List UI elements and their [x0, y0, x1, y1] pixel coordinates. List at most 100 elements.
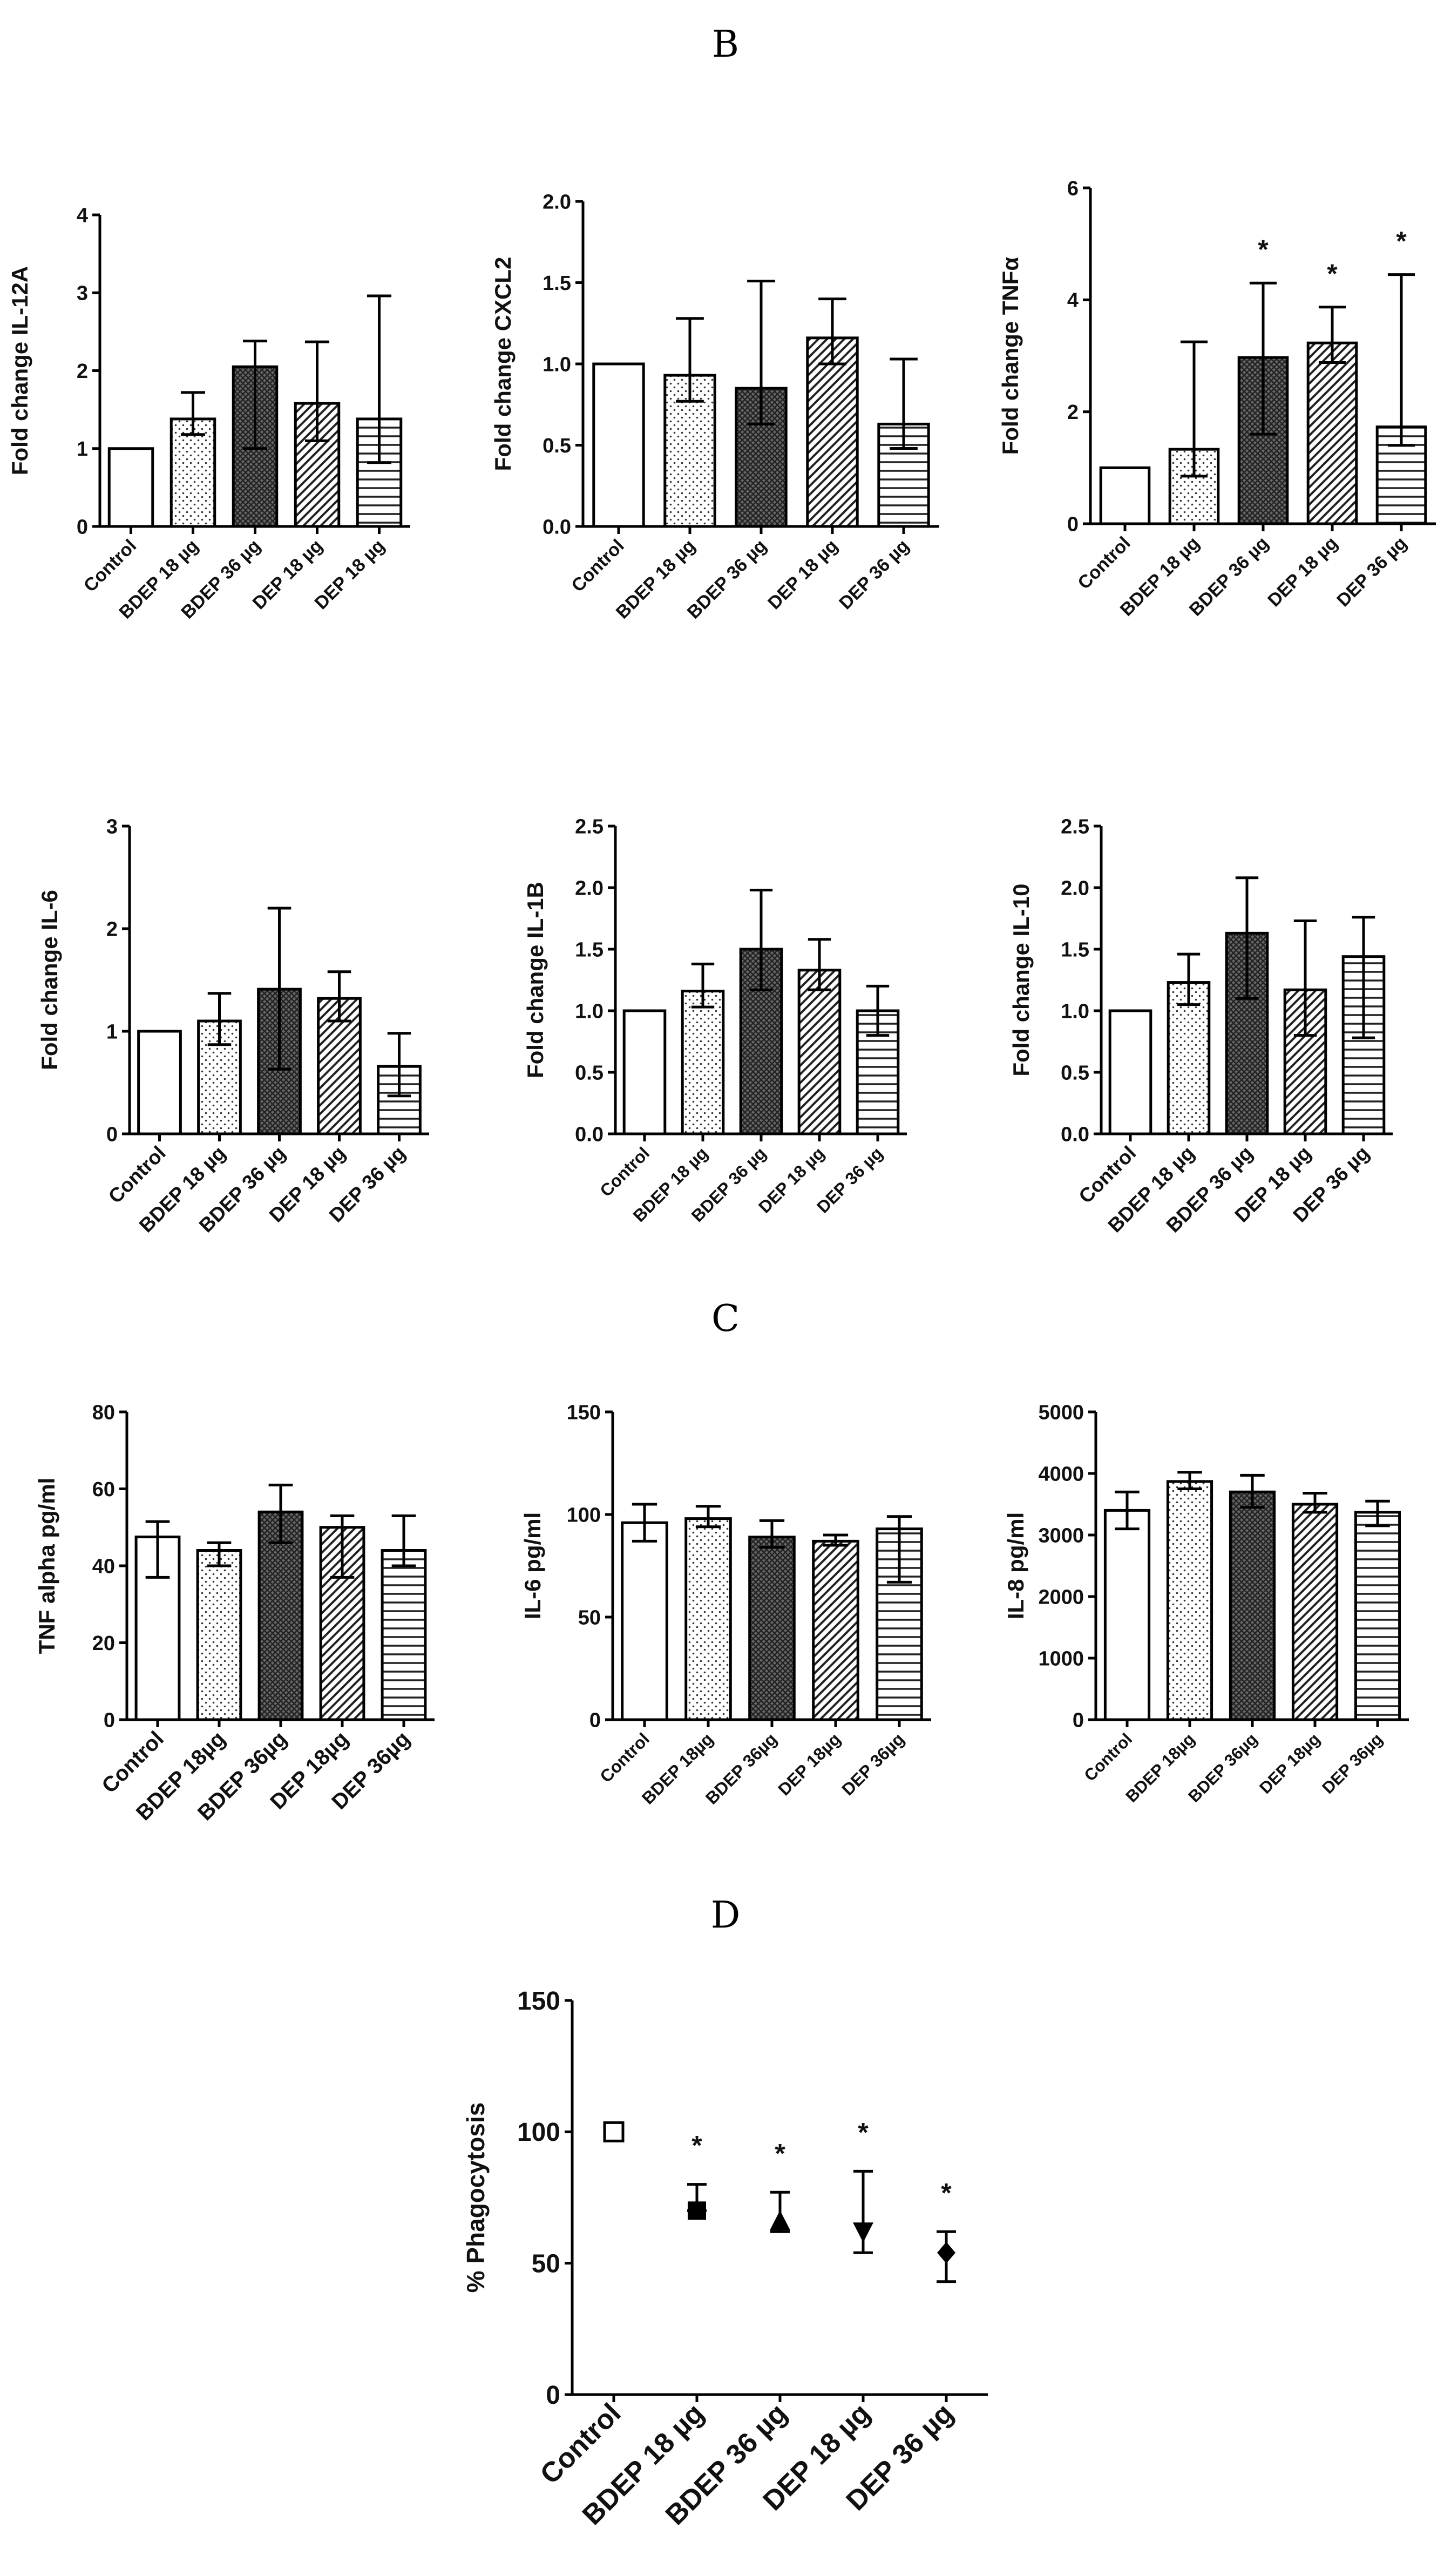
bar — [1166, 1480, 1213, 1721]
y-tick-label: 100 — [567, 1504, 601, 1526]
y-tick-label: 2 — [106, 918, 118, 941]
y-tick-label: 80 — [92, 1401, 115, 1424]
x-category-label: DEP 36 µg — [1333, 533, 1411, 611]
y-tick-label: 100 — [517, 2118, 560, 2147]
y-tick-label: 4 — [77, 204, 88, 227]
y-tick-label: 0.5 — [1061, 1061, 1089, 1084]
significance-star: * — [691, 2131, 702, 2161]
y-tick-label: 1000 — [1038, 1647, 1084, 1670]
y-tick-label: 1.0 — [1061, 1000, 1089, 1023]
panel-label-c: C — [711, 1297, 740, 1340]
significance-star: * — [1258, 234, 1269, 265]
y-tick-label: 2.0 — [543, 191, 571, 213]
y-tick-label: 150 — [567, 1401, 601, 1424]
y-axis-label: Fold change IL-12A — [7, 266, 32, 475]
bar — [381, 1549, 427, 1721]
bar — [797, 969, 842, 1135]
bar — [592, 362, 645, 528]
y-tick-label: 2000 — [1038, 1586, 1084, 1608]
y-tick-label: 40 — [92, 1555, 115, 1578]
y-tick-label: 2.5 — [1061, 815, 1089, 838]
bar — [1229, 1490, 1276, 1721]
y-axis-label: TNF alpha pg/ml — [34, 1478, 59, 1654]
y-tick-label: 50 — [532, 2249, 560, 2278]
y-tick-label: 1.5 — [543, 272, 571, 295]
bar — [134, 1536, 181, 1721]
y-tick-label: 3000 — [1038, 1524, 1084, 1547]
bar — [1291, 1503, 1339, 1721]
y-axis-label: Fold change IL-6 — [37, 890, 62, 1070]
y-tick-label: 0.0 — [543, 516, 571, 538]
x-category-label: DEP 18µg — [1256, 1729, 1324, 1797]
bar — [196, 1549, 242, 1721]
bar — [257, 1510, 304, 1721]
significance-star: * — [858, 2117, 869, 2147]
y-tick-label: 50 — [578, 1606, 601, 1629]
significance-star: * — [1396, 226, 1407, 256]
y-tick-label: 0 — [546, 2381, 560, 2410]
x-category-label: Control — [1080, 1729, 1136, 1785]
y-tick-label: 0.5 — [575, 1061, 604, 1084]
significance-star: * — [941, 2178, 952, 2208]
y-axis-label: Fold change IL-1B — [523, 882, 548, 1078]
bar — [812, 1539, 859, 1721]
x-category-label: DEP 18 µg — [764, 536, 842, 614]
x-category-label: Control — [80, 536, 140, 596]
y-tick-label: 0 — [1067, 513, 1079, 536]
y-tick-label: 4000 — [1038, 1463, 1084, 1485]
y-tick-label: 150 — [517, 1987, 560, 2016]
y-tick-label: 1.5 — [1061, 938, 1089, 961]
x-category-label: Control — [596, 1729, 653, 1786]
y-tick-label: 0 — [77, 516, 88, 538]
significance-star: * — [1327, 259, 1338, 289]
y-tick-label: 0.0 — [575, 1123, 604, 1146]
y-tick-label: 60 — [92, 1478, 115, 1501]
x-category-label: Control — [567, 536, 628, 596]
y-tick-label: 4 — [1067, 289, 1079, 312]
y-tick-label: 2 — [1067, 401, 1079, 424]
y-tick-label: 0 — [589, 1709, 601, 1732]
panel-label-d: D — [711, 1894, 741, 1937]
significance-star: * — [775, 2138, 785, 2168]
bar — [684, 1517, 732, 1721]
x-category-label: DEP 36 µg — [835, 536, 913, 614]
bar — [107, 447, 154, 528]
bar — [1306, 341, 1358, 525]
y-tick-label: 2 — [77, 360, 88, 383]
data-point — [603, 2121, 625, 2142]
y-tick-label: 20 — [92, 1632, 115, 1655]
y-tick-label: 2.5 — [575, 815, 604, 838]
x-category-label: Control — [1074, 533, 1134, 593]
y-tick-label: 2.0 — [575, 877, 604, 900]
y-tick-label: 6 — [1067, 177, 1079, 200]
bar — [681, 990, 725, 1135]
bar — [1108, 1009, 1152, 1135]
y-tick-label: 5000 — [1038, 1401, 1084, 1424]
y-tick-label: 1.0 — [575, 1000, 604, 1023]
x-category-label: DEP 36µg — [838, 1729, 908, 1799]
chart-il1b: 0.0 0.5 1.0 1.5 2.0 2.5 Fold change IL-1B Contr… — [523, 815, 907, 1226]
bar — [748, 1536, 796, 1721]
y-axis-label: Fold change IL-10 — [1008, 883, 1034, 1076]
bar — [1103, 1509, 1151, 1721]
y-tick-label: 0 — [106, 1123, 118, 1146]
bar — [1354, 1511, 1401, 1721]
y-tick-label: 1.5 — [575, 938, 604, 961]
y-tick-label: 0 — [104, 1709, 115, 1732]
y-tick-label: 3 — [106, 815, 118, 838]
x-category-label: Control — [596, 1143, 653, 1200]
y-tick-label: 1 — [77, 438, 88, 461]
bar — [1099, 466, 1151, 525]
y-tick-label: 0 — [1073, 1709, 1084, 1732]
y-axis-label: Fold change CXCL2 — [490, 257, 516, 471]
y-tick-label: 3 — [77, 282, 88, 305]
y-tick-label: 1.0 — [543, 353, 571, 376]
